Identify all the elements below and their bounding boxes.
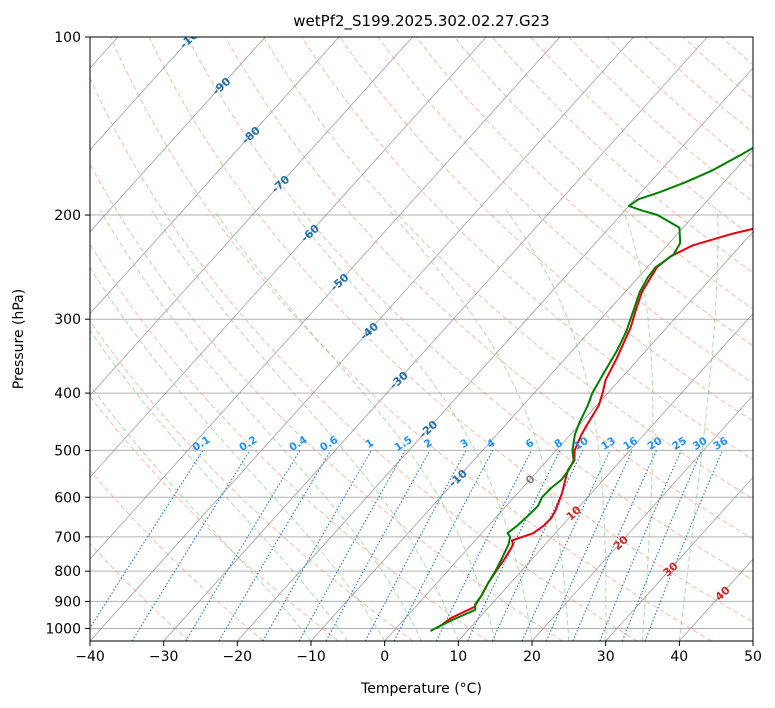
mixing-ratio-line xyxy=(545,450,633,641)
isotherm-line xyxy=(90,37,266,233)
temperature-profile-line xyxy=(435,227,753,630)
x-tick-label: 10 xyxy=(449,649,467,665)
dry-adiabat-line xyxy=(110,37,712,641)
y-tick-label: 300 xyxy=(54,312,81,328)
y-axis-ticks: 100 200 300 400 500 600 700 800 900 1000 xyxy=(45,30,90,638)
mixing-ratio-line xyxy=(90,450,204,629)
mixing-ratio-line xyxy=(298,450,406,641)
moist-adiabat-line xyxy=(99,210,422,641)
x-tick-label: −30 xyxy=(149,649,179,665)
isotherm-line xyxy=(384,231,753,641)
dewpoint-profile-line xyxy=(430,146,753,632)
y-tick-label: 900 xyxy=(54,594,81,610)
isotherm-line xyxy=(605,476,753,641)
sounding-profiles xyxy=(430,146,753,632)
mixing-ratio-lines xyxy=(90,450,723,641)
x-axis-label: Temperature (°C) xyxy=(360,681,482,697)
y-tick-label: 500 xyxy=(54,443,81,459)
mixing-ratio-line xyxy=(599,450,682,641)
x-tick-label: −20 xyxy=(223,649,253,665)
isotherm-line xyxy=(90,37,561,560)
dry-adiabat-line xyxy=(90,320,414,641)
mixing-ratio-line xyxy=(521,450,611,641)
dry-adiabat-line xyxy=(339,37,753,422)
isotherm-line xyxy=(90,37,192,151)
plot-area: 0.1 0.2 0.4 0.6 1 1.5 2 3 4 6 8 10 13 16 20 25 30 36-100-… xyxy=(90,37,753,641)
y-tick-label: 700 xyxy=(54,530,81,546)
x-tick-label: 20 xyxy=(523,649,541,665)
dry-adiabat-line xyxy=(90,243,488,641)
dry-adiabat-line xyxy=(377,37,753,384)
mixing-ratio-line xyxy=(218,450,332,641)
mixing-ratio-line xyxy=(467,450,561,641)
x-tick-label: 0 xyxy=(380,649,389,665)
moist-adiabat-lines xyxy=(90,209,719,641)
isotherm-line xyxy=(90,37,487,478)
dry-adiabat-line xyxy=(90,395,339,641)
isotherm-line xyxy=(531,394,753,641)
x-tick-label: −10 xyxy=(296,649,326,665)
dry-adiabat-line xyxy=(263,37,753,500)
moist-adiabat-line xyxy=(151,210,459,641)
y-tick-label: 200 xyxy=(54,208,81,224)
dry-adiabat-line xyxy=(224,37,753,540)
isotherm-lines xyxy=(90,37,753,641)
mixing-ratio-line xyxy=(435,450,532,641)
mixing-ratio-line xyxy=(491,450,584,641)
dry-adiabat-line xyxy=(90,77,638,641)
isotherm-line xyxy=(90,37,413,397)
mixing-ratio-line xyxy=(644,450,723,641)
mixing-ratio-line xyxy=(393,450,494,641)
dry-adiabat-line xyxy=(148,37,753,623)
x-tick-label: 30 xyxy=(597,649,615,665)
moist-adiabat-line xyxy=(213,210,496,641)
dry-adiabat-line xyxy=(415,37,753,347)
dry-adiabat-lines xyxy=(90,37,753,641)
dry-adiabat-line xyxy=(568,37,753,203)
moist-adiabat-line xyxy=(90,329,349,641)
mixing-ratio-line xyxy=(621,450,703,641)
moist-adiabat-line xyxy=(291,209,533,641)
dry-adiabat-line xyxy=(301,37,753,461)
isotherm-line xyxy=(90,37,634,641)
y-tick-label: 400 xyxy=(54,386,81,402)
isotherm-line xyxy=(237,67,753,641)
x-tick-label: 40 xyxy=(670,649,688,665)
moist-adiabat-line xyxy=(90,266,386,641)
isotherm-line xyxy=(458,312,753,641)
moist-adiabat-line xyxy=(388,209,570,641)
moist-adiabat-line xyxy=(678,210,719,641)
y-tick-label: 1000 xyxy=(45,622,81,638)
chart-title: wetPf2_S199.2025.302.02.27.G23 xyxy=(293,12,549,31)
y-tick-label: 800 xyxy=(54,564,81,580)
y-tick-label: 600 xyxy=(54,490,81,506)
y-tick-label: 100 xyxy=(54,30,81,46)
x-tick-label: 50 xyxy=(744,649,762,665)
mixing-ratio-line xyxy=(262,450,372,641)
dry-adiabat-line xyxy=(186,37,753,581)
isotherm-line xyxy=(90,37,340,315)
x-tick-label: −40 xyxy=(75,649,105,665)
mixing-ratio-line xyxy=(185,450,301,641)
plot-frame xyxy=(89,36,754,642)
isotherm-line xyxy=(163,37,708,641)
y-axis-label: Pressure (hPa) xyxy=(11,289,27,389)
x-axis-ticks: −40 −30 −20 −10 0 10 20 30 40 50 xyxy=(75,641,762,665)
dry-adiabat-line xyxy=(492,37,753,274)
mixing-ratio-line xyxy=(572,450,657,641)
